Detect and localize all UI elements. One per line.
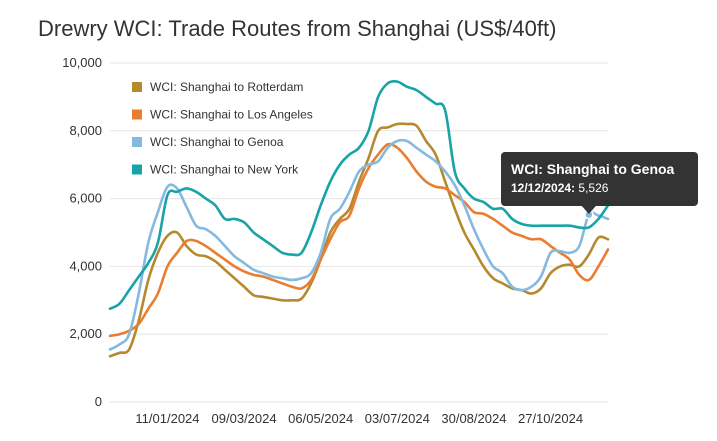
tooltip-amount: 5,526 (575, 181, 609, 195)
legend-swatch (132, 164, 142, 175)
y-tick-label: 8,000 (69, 123, 102, 138)
y-tick-label: 10,000 (62, 55, 102, 70)
y-tick-label: 0 (95, 394, 102, 409)
legend-item[interactable]: WCI: Shanghai to Genoa (132, 135, 284, 149)
tooltip: WCI: Shanghai to Genoa 12/12/2024: 5,526 (501, 152, 698, 220)
series-lines[interactable] (108, 79, 610, 358)
series-line-wci-shanghai-to-genoa[interactable] (108, 138, 610, 351)
y-axis: 0 2,000 4,000 6,000 8,000 10,000 (62, 55, 102, 409)
x-tick-label: 11/01/2024 (135, 411, 199, 426)
tooltip-date: 12/12/2024: (511, 181, 575, 195)
x-axis: 11/01/2024 09/03/2024 06/05/2024 03/07/2024… (135, 411, 583, 426)
tooltip-value: 12/12/2024: 5,526 (511, 181, 609, 195)
x-tick-label: 03/07/2024 (365, 411, 430, 426)
tooltip-series-name: WCI: Shanghai to Genoa (511, 161, 675, 177)
x-tick-label: 09/03/2024 (212, 411, 277, 426)
series-line-wci-shanghai-to-los-angeles[interactable] (108, 142, 610, 338)
legend-label: WCI: Shanghai to Rotterdam (150, 80, 303, 94)
x-tick-label: 06/05/2024 (288, 411, 353, 426)
legend-item[interactable]: WCI: Shanghai to Los Angeles (132, 108, 313, 122)
legend-swatch (132, 137, 142, 147)
legend-item[interactable]: WCI: Shanghai to Rotterdam (132, 80, 303, 94)
legend-swatch (132, 109, 142, 120)
legend-label: WCI: Shanghai to Los Angeles (150, 108, 313, 122)
y-tick-label: 6,000 (69, 191, 102, 206)
chart-title: Drewry WCI: Trade Routes from Shanghai (… (38, 16, 557, 41)
x-tick-label: 27/10/2024 (518, 411, 583, 426)
y-tick-label: 4,000 (69, 258, 102, 273)
x-tick-label: 30/08/2024 (441, 411, 506, 426)
tooltip-pointer (581, 206, 596, 214)
grid-lines (110, 62, 608, 403)
tooltip-box (501, 152, 698, 206)
legend-swatch (132, 82, 142, 92)
y-tick-label: 2,000 (69, 326, 102, 341)
legend-label: WCI: Shanghai to Genoa (150, 135, 284, 149)
legend-label: WCI: Shanghai to New York (150, 163, 299, 177)
series-line-wci-shanghai-to-new-york[interactable] (108, 79, 610, 311)
legend[interactable]: WCI: Shanghai to Rotterdam WCI: Shanghai … (132, 80, 313, 177)
series-line-wci-shanghai-to-rotterdam[interactable] (108, 122, 610, 358)
legend-item[interactable]: WCI: Shanghai to New York (132, 163, 299, 177)
